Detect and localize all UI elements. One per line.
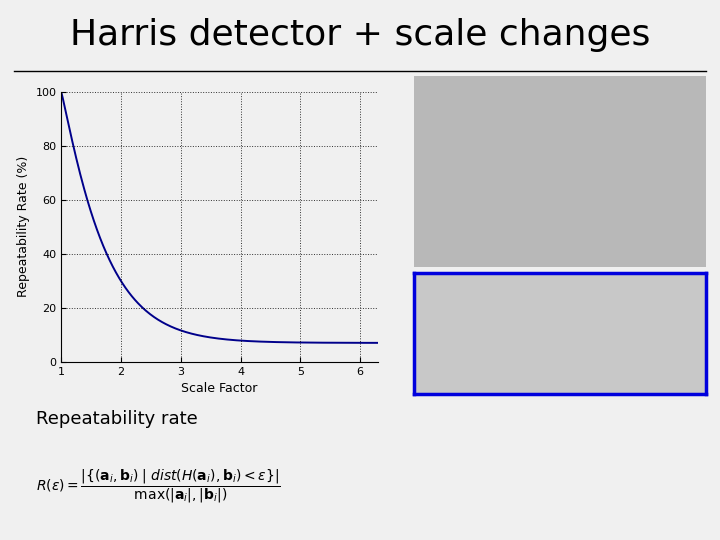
Text: Harris detector + scale changes: Harris detector + scale changes	[70, 18, 650, 52]
Y-axis label: Repeatability Rate (%): Repeatability Rate (%)	[17, 156, 30, 298]
Text: Repeatability rate: Repeatability rate	[36, 409, 198, 428]
Text: $R(\varepsilon) = \dfrac{|\{(\mathbf{a}_i, \mathbf{b}_i)\;|\;dist(H(\mathbf{a}_i: $R(\varepsilon) = \dfrac{|\{(\mathbf{a}_…	[36, 467, 281, 505]
X-axis label: Scale Factor: Scale Factor	[181, 382, 258, 395]
